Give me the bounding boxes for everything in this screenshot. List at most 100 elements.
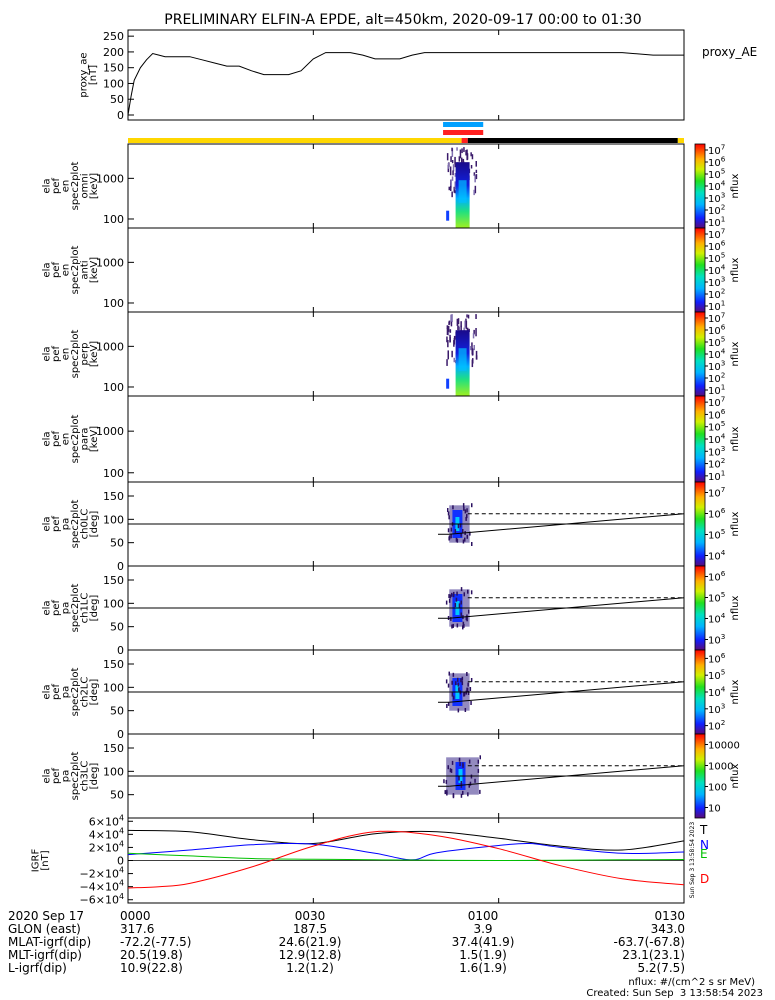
- pitch-angle-speckle: [470, 590, 473, 595]
- flux-speckle: [463, 147, 465, 153]
- pitch-angle-speckle: [445, 779, 448, 784]
- flux-speckle: [451, 191, 453, 198]
- igrf-series-N: [127, 842, 685, 861]
- flux-speckle: [475, 169, 478, 174]
- pitch-angle-speckle: [462, 790, 464, 795]
- flux-speckle: [453, 357, 455, 363]
- y-tick-label: 0: [117, 644, 124, 657]
- colorbar-tick-label: 104: [708, 179, 726, 194]
- y-axis-label-line: pef: [51, 346, 62, 363]
- footer-value: 187.5: [292, 922, 328, 936]
- y-axis-label-line: ch2LC: [79, 677, 90, 708]
- y-axis-label-line: omni: [79, 174, 90, 199]
- flux-speckle: [470, 152, 472, 157]
- y-axis-label-line: pef: [51, 431, 62, 448]
- pitch-angle-speckle: [451, 624, 453, 629]
- status-bar-segment: [461, 138, 468, 143]
- y-axis-label-line: pef: [51, 178, 62, 195]
- footer-value: 12.9(12.8): [278, 948, 342, 962]
- footer-value: 3.9: [473, 922, 493, 936]
- y-axis-label-line: ela: [41, 768, 52, 783]
- y-tick-label: 2×104: [89, 839, 124, 854]
- y-tick-label: 100: [103, 77, 124, 90]
- flux-speckle: [471, 342, 473, 349]
- colorbar-tick-label: 102: [708, 718, 725, 733]
- flux-speckle: [452, 170, 454, 176]
- pitch-angle-speckle: [470, 701, 472, 705]
- y-tick-label: 1000: [96, 425, 124, 438]
- flux-speckle: [456, 318, 459, 326]
- pitch-angle-speckle: [459, 762, 461, 766]
- y-axis-label-line: pa: [60, 770, 71, 782]
- y-axis-label-line: pef: [51, 600, 62, 617]
- footer-value: 317.6: [120, 922, 155, 936]
- colorbar-tick-label: 104: [708, 347, 726, 362]
- colorbar-tick-label: 105: [708, 167, 725, 182]
- y-tick-label: 50: [110, 705, 124, 718]
- pitch-angle-speckle: [449, 594, 452, 599]
- pitch-angle-speckle: [462, 625, 464, 630]
- flux-speckle: [451, 148, 454, 157]
- y-axis-label-line: ela: [41, 516, 52, 531]
- panel-en_anti: 1000100elapefenspec2plotanti[keV]1011021…: [41, 227, 741, 314]
- y-tick-label: 100: [103, 681, 124, 694]
- pitch-angle-speckle: [467, 589, 469, 594]
- flux-speckle: [473, 189, 475, 196]
- flux-speckle: [456, 147, 458, 151]
- colorbar-label: nflux: [730, 511, 741, 536]
- colorbar: [694, 143, 706, 229]
- colorbar-label: nflux: [730, 173, 741, 198]
- y-tick-label: 50: [110, 789, 124, 802]
- pitch-angle-speckle: [450, 534, 452, 539]
- pitch-angle-speckle: [465, 690, 467, 695]
- panel-proxy_ae: 0 50 100 150 200 250 proxy_ae[nT] proxy_AE: [78, 29, 757, 122]
- flux-speckle: [449, 329, 452, 333]
- panel-frame: [127, 227, 685, 313]
- pitch-angle-speckle: [464, 708, 467, 712]
- y-tick-label: 50: [110, 621, 124, 634]
- y-tick-label: 100: [103, 513, 124, 526]
- colorbar-tick-label: 101: [708, 299, 725, 314]
- flux-speckle: [453, 340, 455, 347]
- pitch-angle-speckle: [460, 532, 462, 537]
- pitch-angle-speckle: [448, 594, 450, 599]
- flux-speckle: [454, 181, 456, 190]
- colorbar-tick-label: 106: [708, 323, 726, 338]
- y-tick-label: −2×104: [80, 866, 124, 881]
- flux-speckle: [473, 329, 475, 335]
- pitch-angle-speckle: [458, 603, 461, 608]
- footer-value: 0100: [467, 909, 499, 923]
- panel-en_omni: 1000100elapefenspec2plotomni[keV]1011021…: [41, 143, 741, 230]
- colorbar-label: nflux: [730, 426, 741, 451]
- y-axis-label-line: spec2plot: [70, 500, 81, 549]
- colorbar: [694, 311, 706, 397]
- panel-en_perp: 1000100elapefenspec2plotperp[keV]1011021…: [41, 311, 741, 398]
- loss-cone-line: [449, 765, 685, 787]
- colorbar-tick-label: 106: [708, 651, 726, 666]
- pitch-angle-speckle: [462, 539, 465, 544]
- pitch-angle-speckle: [474, 778, 476, 783]
- footer-row-label: L-igrf(dip): [8, 961, 67, 975]
- colorbar-tick-label: 107: [708, 143, 725, 158]
- y-axis-label-line: ela: [41, 346, 52, 361]
- flux-speckle: [447, 163, 450, 169]
- loss-cone-line: [449, 681, 685, 703]
- series-legend-label: E: [700, 847, 708, 861]
- pitch-angle-speckle: [447, 765, 449, 770]
- y-axis-label-line: ela: [41, 684, 52, 699]
- flux-speckle: [446, 210, 450, 221]
- pitch-angle-speckle: [448, 535, 451, 540]
- y-axis-label-line: pef: [51, 768, 62, 785]
- pitch-angle-speckle: [452, 623, 454, 628]
- colorbar-tick-label: 103: [708, 191, 725, 206]
- pitch-angle-speckle: [452, 672, 455, 677]
- flux-speckle: [452, 164, 455, 172]
- pitch-angle-speckle: [463, 623, 465, 628]
- flux-speckle: [460, 321, 462, 328]
- pitch-angle-speckle: [469, 687, 472, 691]
- flux-speckle: [448, 186, 450, 191]
- flux-speckle: [461, 148, 463, 154]
- igrf-series-D: [127, 830, 685, 889]
- flux-speckle: [451, 160, 454, 164]
- y-axis-label-line: spec2plot: [70, 668, 81, 717]
